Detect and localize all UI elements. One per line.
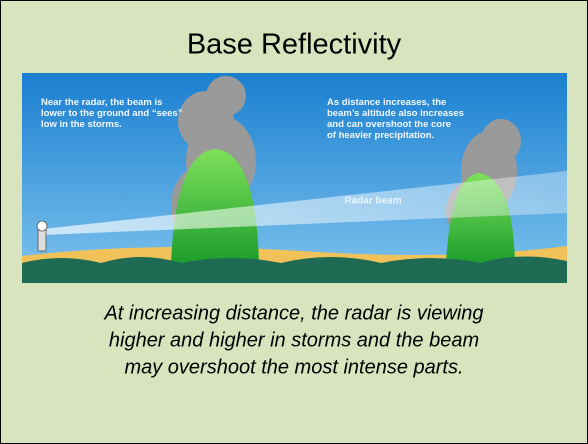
- caption-line: may overshoot the most intense parts.: [124, 356, 463, 378]
- label-line: and can overshoot the core: [327, 119, 451, 130]
- label-line: lower to the ground and “sees”: [41, 108, 183, 119]
- caption-line: At increasing distance, the radar is vie…: [103, 302, 483, 324]
- slide: Base Reflectivity Near the radar, the be…: [0, 0, 588, 444]
- slide-canvas: Base Reflectivity Near the radar, the be…: [1, 1, 587, 443]
- caption-line: higher and higher in storms and the beam: [109, 329, 479, 351]
- label-line: of heavier precipitation.: [327, 130, 434, 141]
- label-line: low in the storms.: [41, 119, 122, 130]
- beam-label: Radar beam: [344, 196, 401, 207]
- slide-title: Base Reflectivity: [187, 29, 402, 61]
- label-line: As distance increases, the: [327, 97, 446, 108]
- caption: At increasing distance, the radar is vie…: [103, 302, 483, 378]
- label-line: beam’s altitude also increases: [327, 108, 464, 119]
- label-line: Near the radar, the beam is: [41, 97, 162, 108]
- radar-dome: [37, 221, 47, 231]
